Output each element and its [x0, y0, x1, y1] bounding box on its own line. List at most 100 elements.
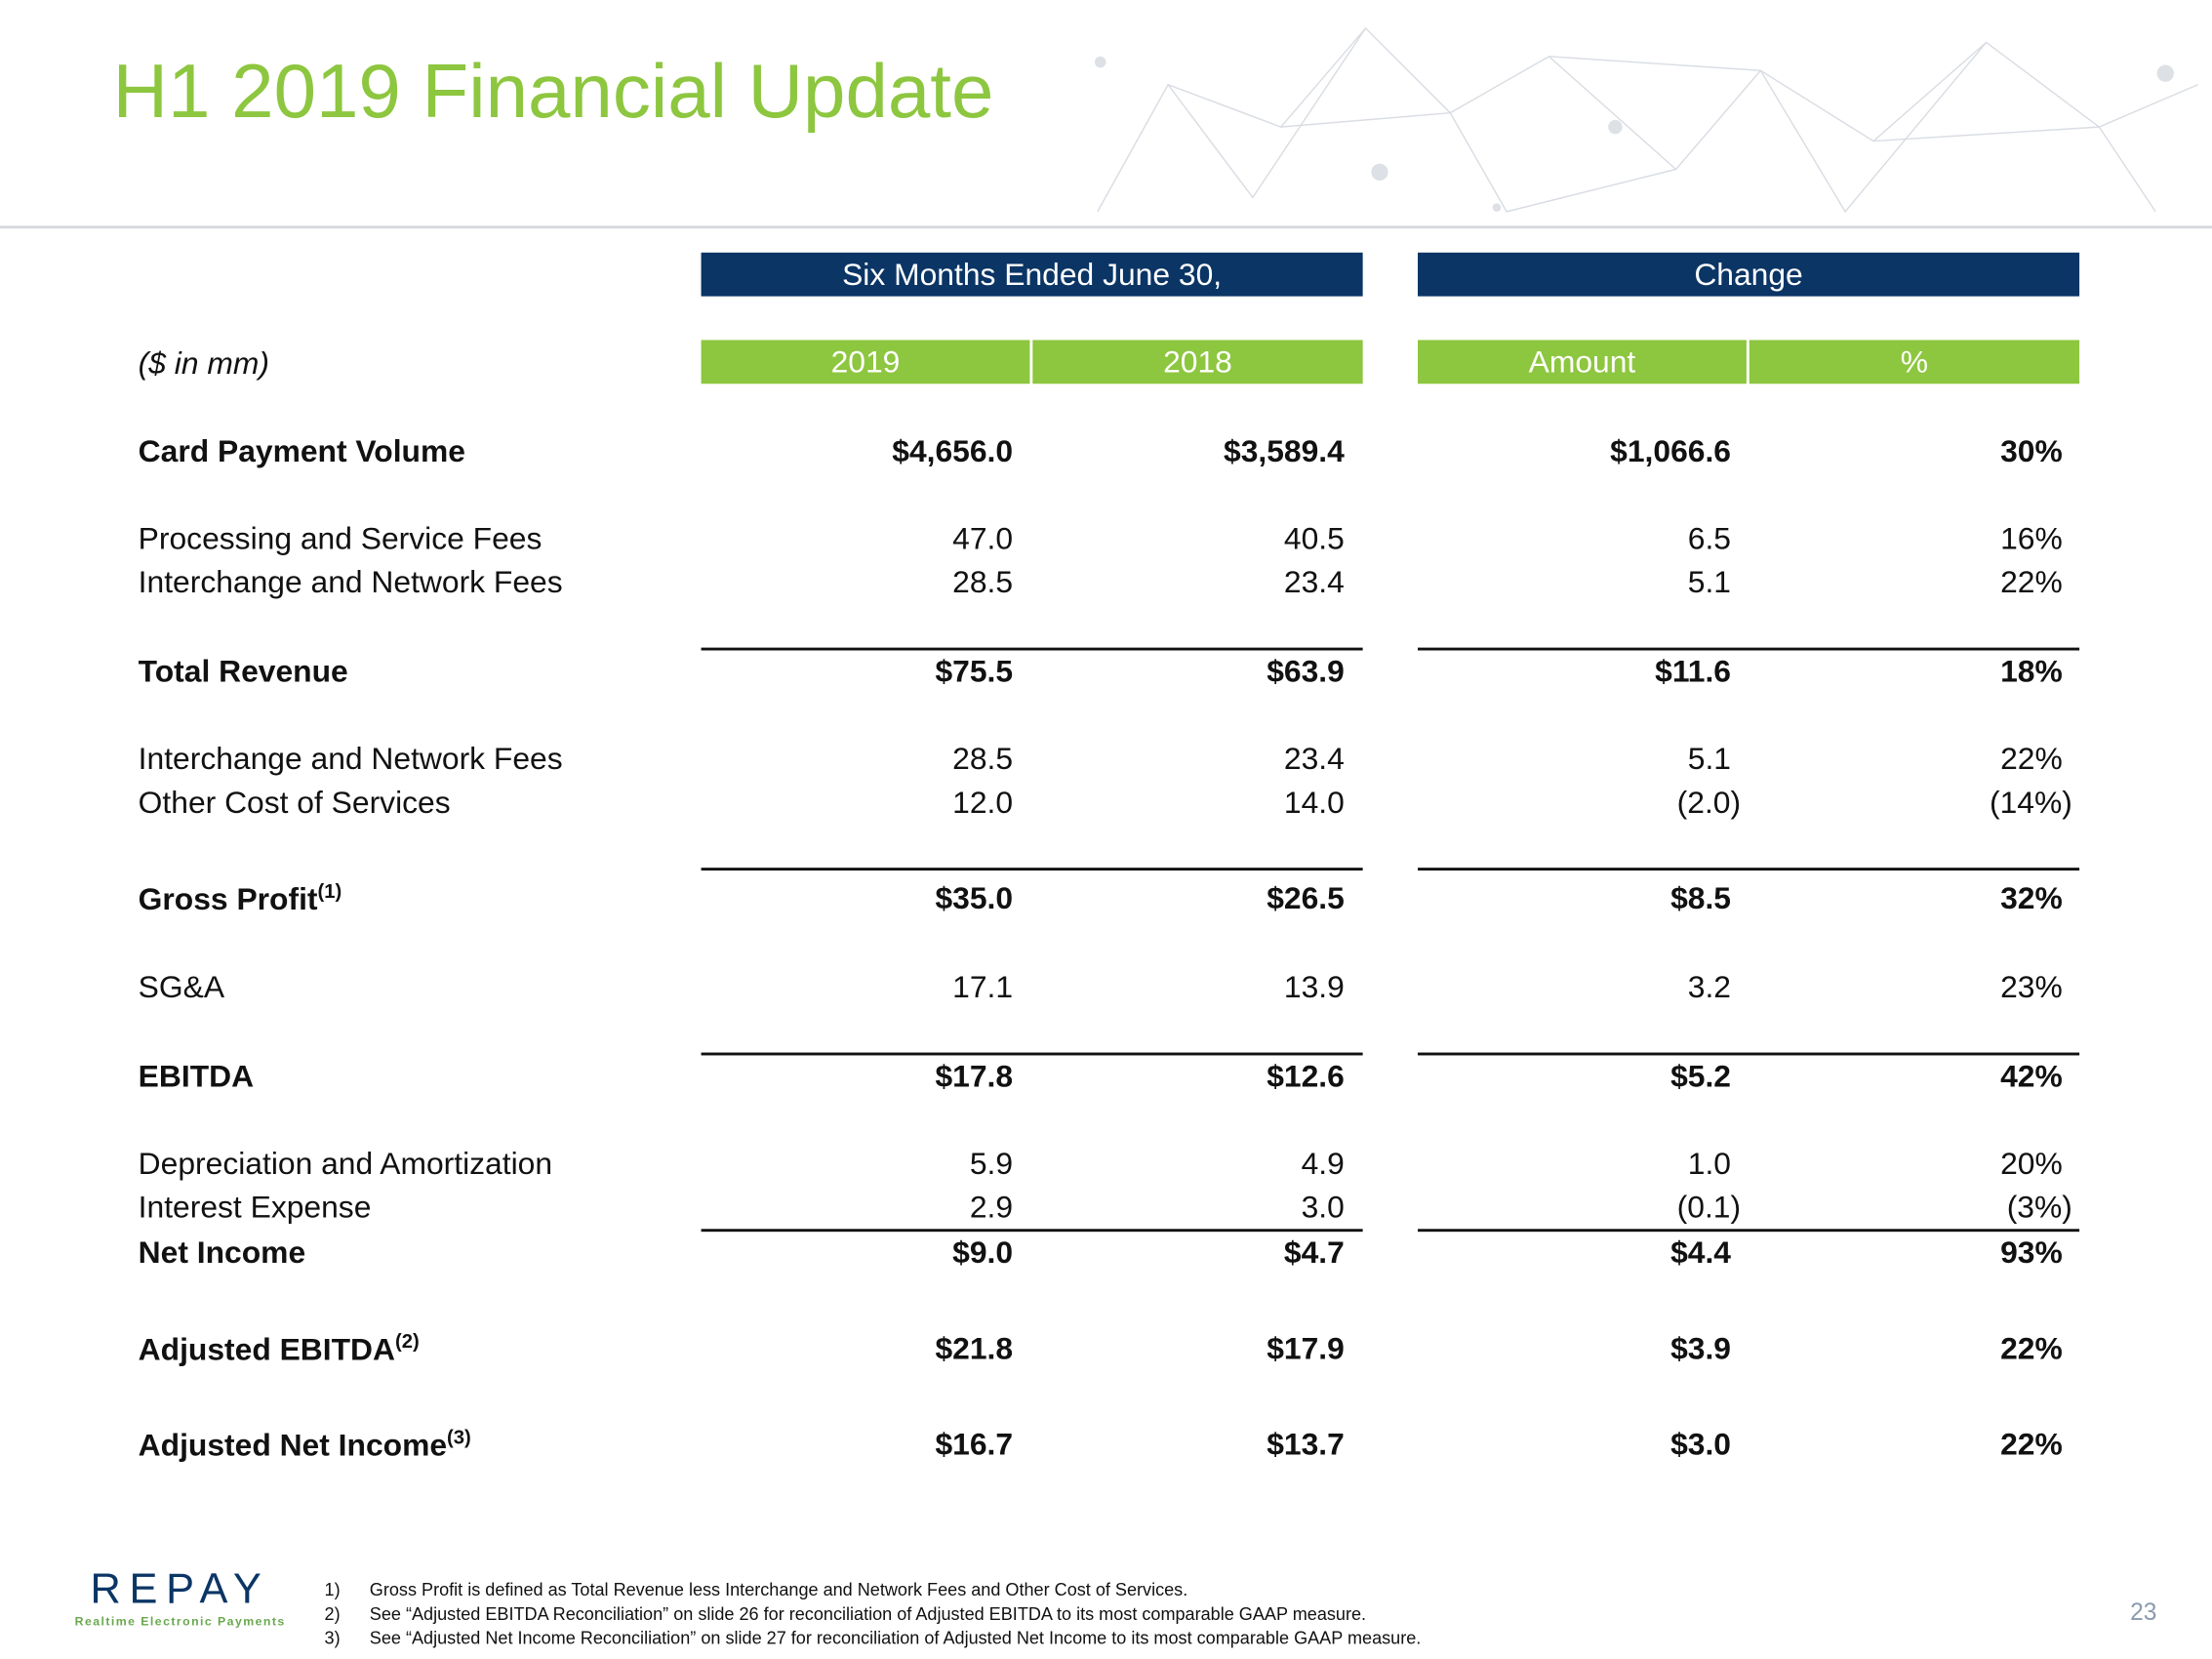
cell-value: $13.7 — [1267, 1426, 1345, 1462]
cell-value: 42% — [2000, 1058, 2063, 1094]
cell-value: 23.4 — [1283, 564, 1345, 600]
cell-value: 13.9 — [1283, 969, 1345, 1005]
row-label: Interchange and Network Fees — [139, 564, 563, 601]
row-label: Other Cost of Services — [139, 785, 451, 822]
cell-value: $17.8 — [935, 1058, 1014, 1094]
cell-value: 28.5 — [952, 564, 1014, 600]
footnote-marker: 2) — [324, 1603, 341, 1625]
row-label-text: Gross Profit — [138, 881, 318, 917]
cell-value: $35.0 — [935, 880, 1014, 916]
row-label: Adjusted Net Income(3) — [139, 1426, 471, 1465]
footnote-ref: (1) — [317, 879, 342, 903]
cell-value: 22% — [2000, 564, 2063, 600]
column-header: % — [1749, 340, 2080, 384]
cell-value: $75.5 — [935, 653, 1014, 689]
cell-value: $5.2 — [1670, 1058, 1731, 1094]
logo: REPAY — [90, 1565, 270, 1613]
group-header: Six Months Ended June 30, — [701, 252, 1363, 297]
cell-value: $4.7 — [1283, 1234, 1345, 1271]
row-label: Interchange and Network Fees — [139, 741, 563, 778]
page-number: 23 — [2130, 1598, 2157, 1626]
total-rule — [701, 1052, 1363, 1056]
cell-value: $3,589.4 — [1224, 432, 1345, 469]
footnote-ref: (2) — [395, 1329, 420, 1353]
cell-value: 12.0 — [952, 784, 1014, 821]
cell-value: $4.4 — [1670, 1234, 1731, 1271]
cell-value: 14.0 — [1283, 784, 1345, 821]
cell-value: (14%) — [1990, 784, 2072, 821]
cell-value: 6.5 — [1687, 520, 1731, 556]
row-label: Processing and Service Fees — [139, 520, 543, 557]
row-label-text: Depreciation and Amortization — [138, 1145, 553, 1182]
cell-value: 20% — [2000, 1145, 2063, 1182]
cell-value: 1.0 — [1687, 1145, 1731, 1182]
row-label: Gross Profit(1) — [139, 879, 342, 918]
total-rule — [701, 1229, 1363, 1233]
cell-value: $12.6 — [1267, 1058, 1345, 1094]
cell-value: 22% — [2000, 1426, 2063, 1462]
footnote-marker: 1) — [324, 1580, 341, 1600]
cell-value: $3.9 — [1670, 1330, 1731, 1366]
slide-title: H1 2019 Financial Update — [112, 49, 994, 135]
total-rule — [1418, 647, 2080, 651]
row-label: EBITDA — [139, 1058, 254, 1095]
row-label-text: Interchange and Network Fees — [138, 741, 563, 777]
footnote-ref: (3) — [447, 1425, 471, 1448]
row-label-text: Total Revenue — [138, 653, 348, 689]
footnote-marker: 3) — [324, 1628, 341, 1648]
cell-value: $1,066.6 — [1610, 432, 1731, 469]
cell-value: 47.0 — [952, 520, 1014, 556]
cell-value: $21.8 — [935, 1330, 1014, 1366]
column-header: Amount — [1418, 340, 1747, 384]
total-rule — [1418, 868, 2080, 871]
footnote-text: See “Adjusted EBITDA Reconciliation” on … — [369, 1603, 1367, 1625]
cell-value: (0.1) — [1676, 1189, 1742, 1225]
cell-value: 23% — [2000, 969, 2063, 1005]
cell-value: $26.5 — [1267, 880, 1345, 916]
row-label-text: Other Cost of Services — [138, 784, 451, 821]
cell-value: 18% — [2000, 653, 2063, 689]
row-label-text: Net Income — [138, 1234, 306, 1271]
cell-value: 5.1 — [1687, 741, 1731, 777]
cell-value: 2.9 — [969, 1189, 1014, 1225]
row-label-text: Interchange and Network Fees — [138, 564, 563, 600]
cell-value: 32% — [2000, 880, 2063, 916]
row-label: Total Revenue — [139, 653, 348, 690]
cell-value: $9.0 — [952, 1234, 1014, 1271]
cell-value: 3.2 — [1687, 969, 1731, 1005]
row-label-text: EBITDA — [138, 1058, 255, 1094]
cell-value: $17.9 — [1267, 1330, 1345, 1366]
cell-value: 28.5 — [952, 741, 1014, 777]
cell-value: 4.9 — [1301, 1145, 1345, 1182]
row-label: Interest Expense — [139, 1190, 372, 1227]
cell-value: $11.6 — [1655, 653, 1731, 689]
cell-value: 17.1 — [952, 969, 1014, 1005]
row-label: Depreciation and Amortization — [139, 1146, 552, 1183]
cell-value: $3.0 — [1670, 1426, 1731, 1462]
row-label-text: Card Payment Volume — [138, 432, 465, 469]
cell-value: 93% — [2000, 1234, 2063, 1271]
total-rule — [701, 868, 1363, 871]
unit-label: ($ in mm) — [138, 345, 269, 382]
cell-value: 30% — [2000, 432, 2063, 469]
cell-value: (2.0) — [1676, 784, 1742, 821]
logo-tagline: Realtime Electronic Payments — [74, 1613, 286, 1629]
cell-value: 40.5 — [1283, 520, 1345, 556]
group-header: Change — [1418, 252, 2080, 297]
row-label-text: Processing and Service Fees — [138, 520, 543, 556]
row-label: Adjusted EBITDA(2) — [139, 1329, 420, 1368]
cell-value: 22% — [2000, 1330, 2063, 1366]
total-rule — [1418, 1052, 2080, 1056]
row-label-text: Adjusted Net Income — [138, 1427, 448, 1463]
decor-network — [1094, 26, 2198, 214]
total-rule — [701, 647, 1363, 651]
cell-value: 23.4 — [1283, 741, 1345, 777]
column-header: 2019 — [701, 340, 1030, 384]
cell-value: (3%) — [2006, 1189, 2072, 1225]
footnote-text: Gross Profit is defined as Total Revenue… — [369, 1580, 1188, 1600]
cell-value: 22% — [2000, 741, 2063, 777]
cell-value: 16% — [2000, 520, 2063, 556]
row-label: SG&A — [139, 969, 224, 1006]
